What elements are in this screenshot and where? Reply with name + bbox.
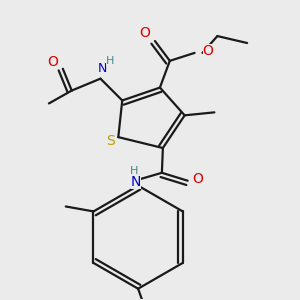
Text: O: O <box>202 44 213 58</box>
Text: N: N <box>131 175 141 189</box>
Text: S: S <box>106 134 115 148</box>
Text: O: O <box>140 26 151 40</box>
Text: O: O <box>192 172 203 186</box>
Text: N: N <box>98 62 107 75</box>
Text: O: O <box>47 55 58 69</box>
Text: H: H <box>130 166 138 176</box>
Text: H: H <box>106 56 115 66</box>
